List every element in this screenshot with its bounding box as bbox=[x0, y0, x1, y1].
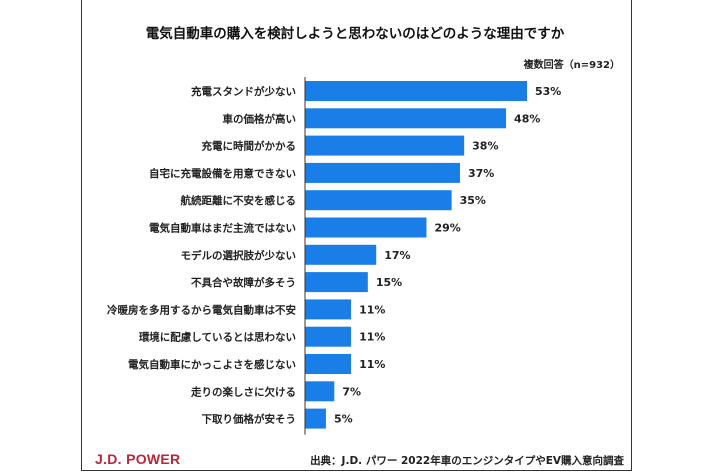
value-label: 11% bbox=[359, 303, 385, 316]
value-label: 11% bbox=[359, 358, 385, 371]
value-label: 7% bbox=[342, 385, 361, 398]
source-note: 出典：J.D. パワー 2022年車のエンジンタイプやEV購入意向調査 bbox=[310, 455, 624, 467]
bar bbox=[305, 354, 352, 374]
value-label: 48% bbox=[514, 112, 540, 125]
bar bbox=[305, 381, 335, 402]
bar bbox=[305, 190, 452, 211]
value-label: 35% bbox=[460, 194, 486, 207]
jd-power-logo: J.D. POWER bbox=[95, 451, 181, 467]
category-label: 下取り価格が安そう bbox=[202, 413, 297, 426]
bar bbox=[305, 408, 326, 429]
category-label: 冷暖房を多用するから電気自動車は不安 bbox=[107, 303, 296, 316]
bar bbox=[305, 135, 465, 156]
bar bbox=[305, 81, 527, 101]
value-label: 11% bbox=[359, 331, 385, 344]
chart-title: 電気自動車の購入を検討しようと思わないのはどのような理由ですか bbox=[145, 26, 565, 42]
category-label: 充電スタンドが少ない bbox=[191, 85, 296, 98]
category-label: モデルの選択肢が少ない bbox=[181, 249, 297, 262]
sample-note: 複数回答（n=932） bbox=[523, 60, 620, 71]
category-label: 電気自動車はまだ主流ではない bbox=[149, 222, 296, 235]
value-label: 38% bbox=[472, 140, 498, 153]
category-label: 自宅に充電設備を用意できない bbox=[149, 167, 296, 180]
value-label: 53% bbox=[535, 85, 561, 98]
bar bbox=[305, 272, 368, 293]
chart-frame bbox=[81, 0, 632, 471]
bar bbox=[305, 162, 460, 183]
value-label: 15% bbox=[376, 276, 402, 289]
category-label: 環境に配慮しているとは思わない bbox=[139, 331, 296, 344]
category-label: 車の価格が高い bbox=[223, 112, 297, 125]
bar bbox=[305, 299, 352, 320]
bar bbox=[305, 108, 507, 129]
category-label: 走りの楽しさに欠ける bbox=[190, 385, 296, 398]
bar bbox=[305, 326, 352, 347]
value-label: 5% bbox=[334, 413, 353, 426]
bar bbox=[305, 217, 427, 238]
bar bbox=[305, 244, 377, 265]
category-label: 電気自動車にかっこよさを感じない bbox=[128, 358, 296, 371]
category-label: 不具合や故障が多そう bbox=[191, 276, 296, 289]
value-label: 17% bbox=[384, 249, 410, 262]
category-label: 充電に時間がかかる bbox=[202, 140, 297, 153]
value-label: 29% bbox=[434, 222, 460, 235]
category-label: 航続距離に不安を感じる bbox=[181, 194, 297, 207]
value-label: 37% bbox=[468, 167, 494, 180]
